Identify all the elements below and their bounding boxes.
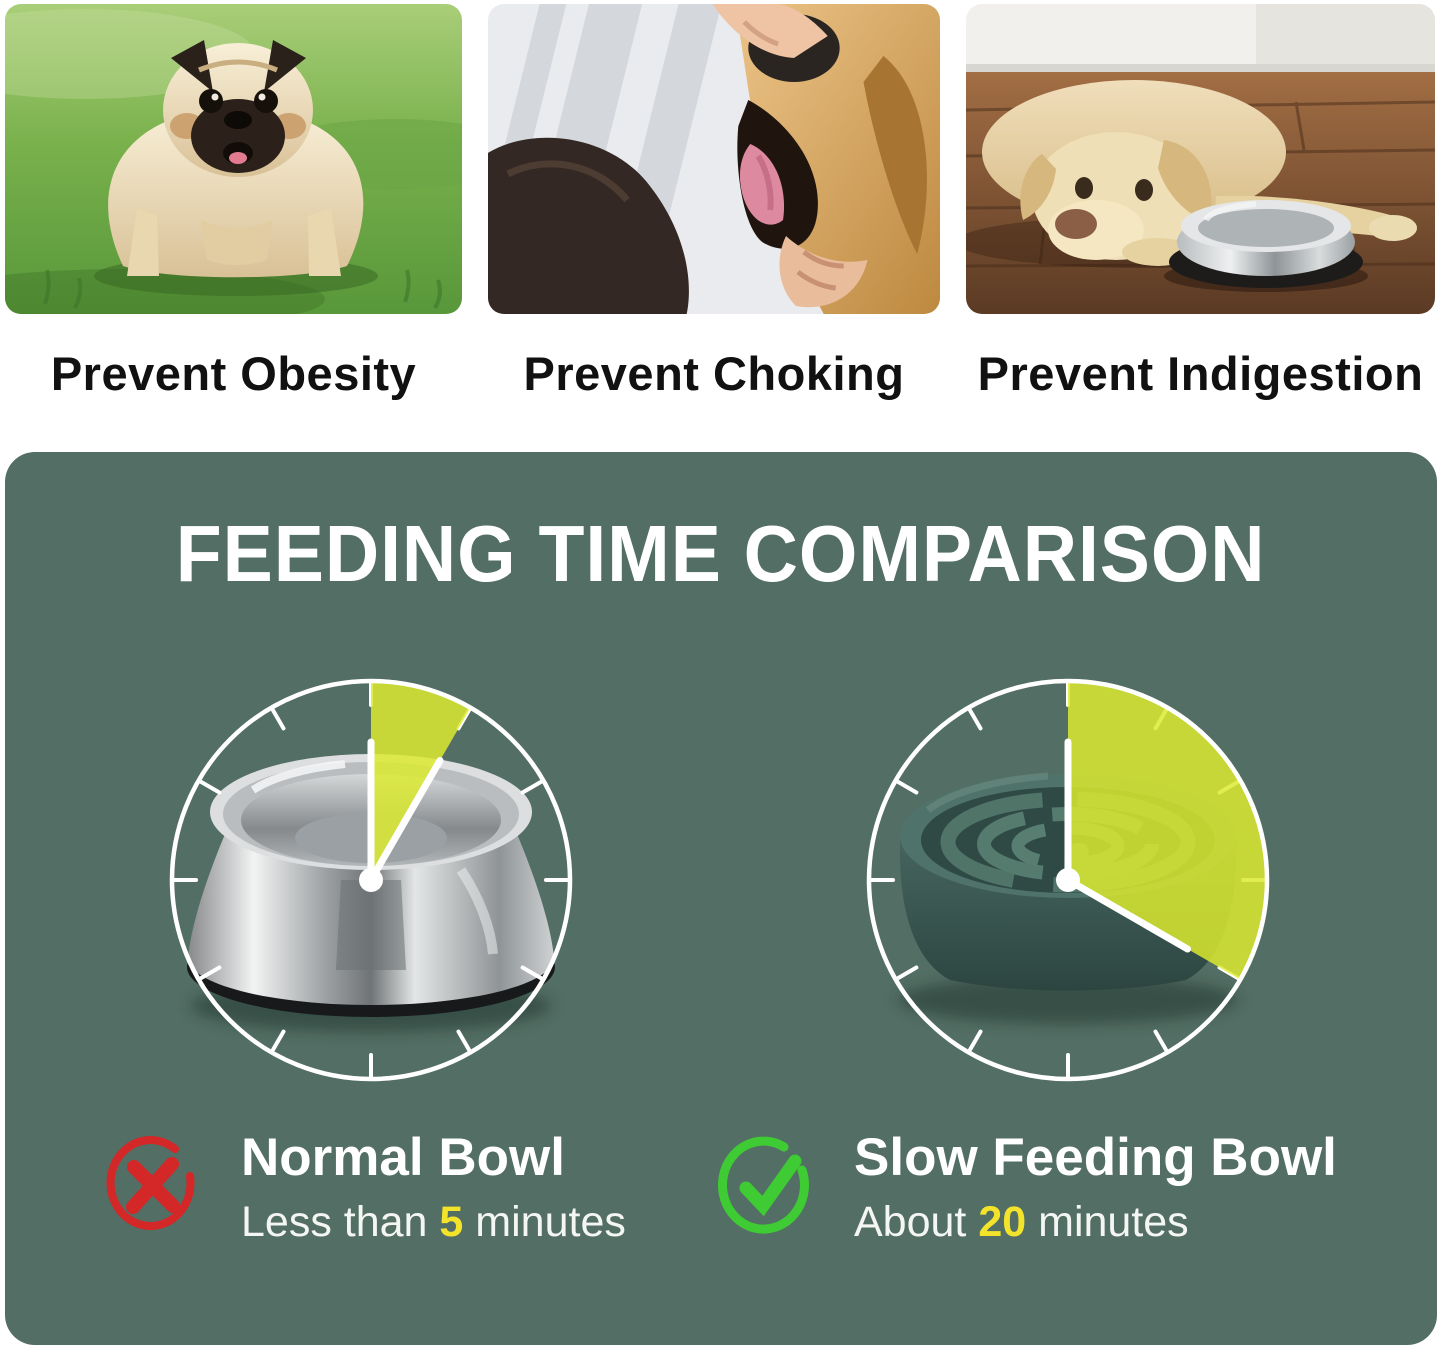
normal-bowl-text: Normal Bowl Less than 5 minutes [241,1130,626,1247]
benefit-caption-obesity: Prevent Obesity [50,347,417,400]
steel-bowl-photo [187,754,555,1032]
bowl-time: About 20 minutes [854,1197,1189,1246]
bowl-name: Normal Bowl [241,1128,565,1187]
normal-bowl-label: Normal Bowl Less than 5 minutes [105,1130,626,1247]
clock-ring [169,678,573,1082]
benefit-caption-indigestion: Prevent Indigestion [977,347,1424,400]
feeding-time-comparison-panel: FEEDING TIME COMPARISON [5,452,1437,1345]
dog-by-bowl-photo [966,4,1435,314]
slow-feeder-clock [858,670,1278,1090]
bowl-name: Slow Feeding Bowl [854,1128,1337,1187]
clock-ring [866,678,1270,1082]
check-icon [718,1136,809,1234]
clock-center-dot [1056,868,1080,892]
clock-center-dot [359,868,383,892]
panel-title: FEEDING TIME COMPARISON [176,509,1266,598]
slow-feeding-bowl-label: Slow Feeding Bowl About 20 minutes [718,1130,1337,1247]
benefit-obesity: Prevent Obesity [5,4,462,401]
time-value: 20 [978,1197,1027,1246]
elapsed-hand [367,756,444,884]
cross-icon [106,1136,195,1231]
benefit-caption-choking: Prevent Choking [523,347,905,400]
mouth-check-photo [488,4,940,314]
bowl-time: Less than 5 minutes [241,1197,626,1246]
elapsed-hand [1064,876,1192,953]
benefit-choking: Prevent Choking [488,4,940,401]
benefits-row: Prevent Obesity [5,4,1439,401]
benefit-indigestion: Prevent Indigestion [966,4,1435,401]
fat-pug-photo [5,4,462,314]
normal-bowl-clock [161,670,581,1090]
slow-feeding-bowl-text: Slow Feeding Bowl About 20 minutes [854,1130,1337,1247]
time-value: 5 [439,1197,464,1246]
